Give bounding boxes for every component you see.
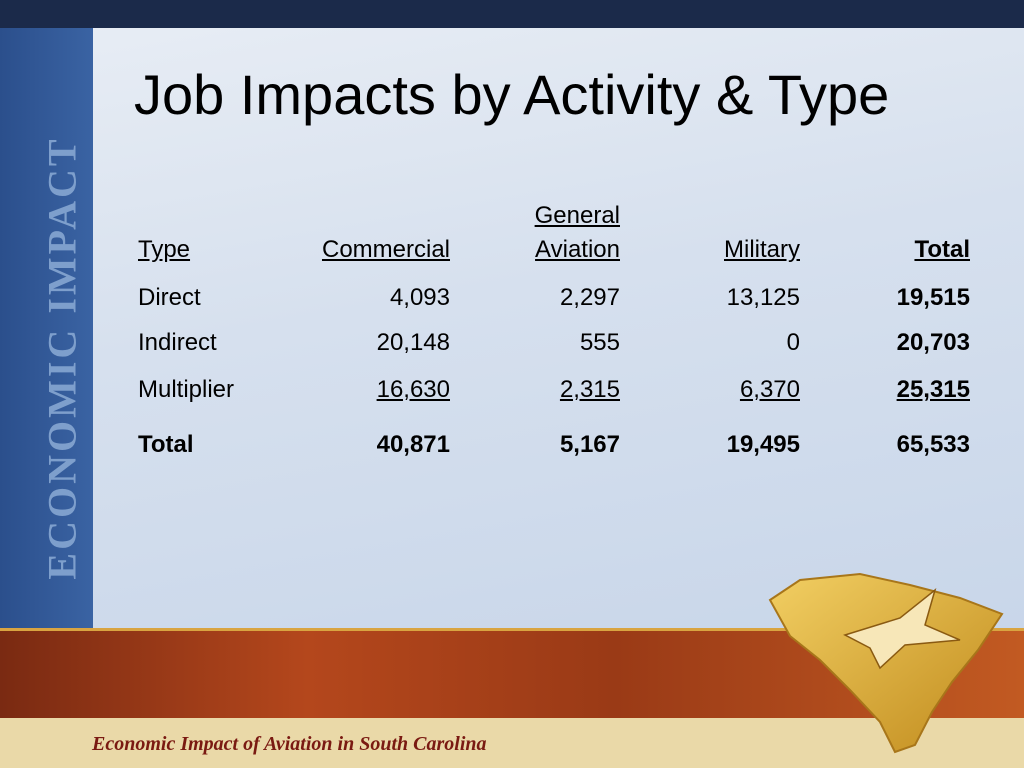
row-label: Direct: [138, 284, 201, 311]
row-label: Total: [138, 431, 194, 458]
table-cell: 6,370: [739, 376, 800, 403]
table-cell: 19,515: [896, 284, 970, 311]
table-cell: 5,167: [559, 431, 620, 458]
table-cell: 13,125: [726, 284, 800, 311]
table-cell: 16,630: [376, 376, 450, 403]
table-cell: 40,871: [376, 431, 450, 458]
table-cell: 20,148: [376, 329, 450, 356]
table-cell: 555: [579, 329, 620, 356]
sidebar-label: ECONOMIC IMPACT: [39, 136, 85, 580]
table-cell: 4,093: [389, 284, 450, 311]
table-cell: 19,495: [726, 431, 800, 458]
table-cell: 2,297: [559, 284, 620, 311]
column-header: Commercial: [321, 236, 450, 263]
row-label: Indirect: [138, 329, 217, 356]
table-cell: 0: [786, 329, 800, 356]
money-band: [0, 628, 1024, 718]
column-header: Total: [914, 236, 970, 263]
sidebar: ECONOMIC IMPACT: [0, 28, 93, 628]
column-header: Type: [138, 236, 191, 263]
footer-text: Economic Impact of Aviation in South Car…: [92, 733, 487, 755]
table-cell: 65,533: [896, 431, 970, 458]
table-cell: 20,703: [896, 329, 970, 356]
top-bar: [0, 0, 1024, 28]
row-label: Multiplier: [138, 376, 235, 403]
table-cell: 25,315: [896, 376, 970, 403]
table-cell: 2,315: [559, 376, 620, 403]
column-header: Military: [724, 236, 800, 263]
slide-title: Job Impacts by Activity & Type: [134, 63, 890, 126]
column-header: General Aviation: [534, 202, 620, 263]
